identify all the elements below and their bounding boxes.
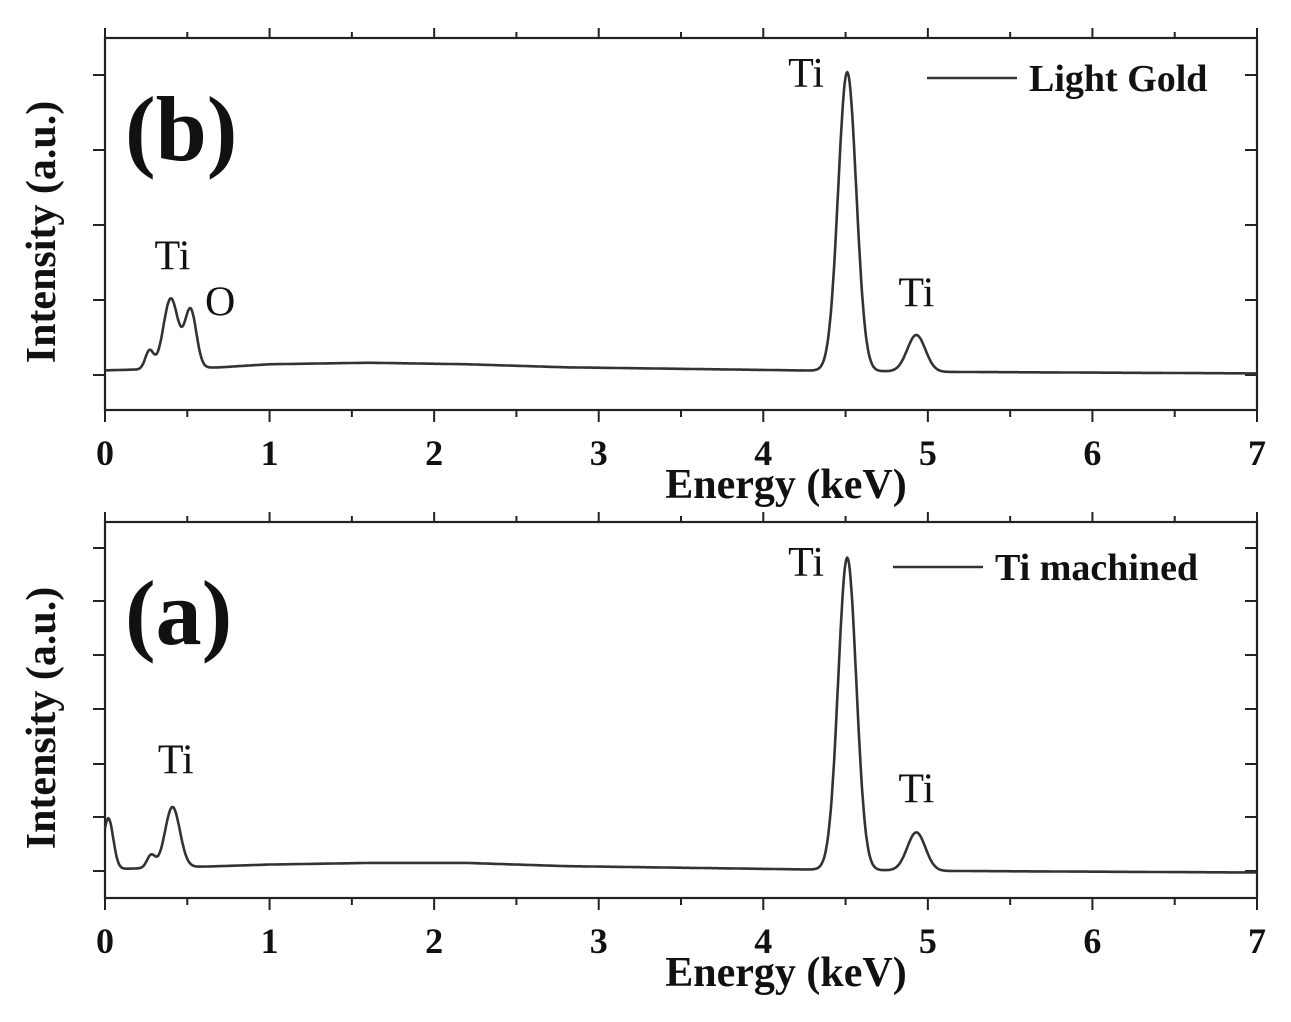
x-tick-label: 1 — [261, 921, 279, 961]
x-tick-label: 5 — [919, 433, 937, 473]
x-tick-label: 7 — [1248, 433, 1266, 473]
x-tick-label: 0 — [96, 433, 114, 473]
spectrum-line-light-gold — [104, 70, 1258, 375]
chart-panel-a: 0 1 2 3 4 5 6 7 Energy (keV) Intensity (a.u.) (a) T… — [19, 512, 1266, 996]
spectrum-line-ti-machined — [103, 556, 1258, 874]
x-tick-label: 3 — [590, 921, 608, 961]
x-tick-label: 0 — [96, 921, 114, 961]
panel-label: (a) — [125, 562, 232, 664]
peak-label: Ti — [898, 270, 934, 316]
x-tick-label: 4 — [754, 433, 772, 473]
x-tick-label: 2 — [425, 433, 443, 473]
peak-label: Ti — [898, 766, 934, 812]
x-tick-label: 7 — [1248, 921, 1266, 961]
x-tick-label: 4 — [754, 921, 772, 961]
x-tick-label: 2 — [425, 921, 443, 961]
x-tick-label: 3 — [590, 433, 608, 473]
x-tick-label: 1 — [261, 433, 279, 473]
peak-label: Ti — [788, 540, 824, 586]
peak-label: Ti — [158, 738, 194, 784]
x-axis-title: Energy (keV) — [665, 462, 906, 508]
panel-label: (b) — [125, 78, 237, 180]
chart-panel-b: 0 1 2 3 4 5 6 7 Energy (keV) Intensity (a.u.) (b) L… — [19, 28, 1266, 508]
y-axis-title: Intensity (a.u.) — [19, 587, 65, 850]
legend-label: Light Gold — [1029, 58, 1207, 100]
peak-label: O — [205, 279, 235, 325]
x-tick-label: 6 — [1083, 433, 1101, 473]
x-axis-title: Energy (keV) — [665, 950, 906, 996]
x-tick-label: 5 — [919, 921, 937, 961]
legend-label: Ti machined — [995, 547, 1198, 589]
peak-label: Ti — [155, 234, 191, 280]
peak-label: Ti — [788, 51, 824, 97]
y-axis-title: Intensity (a.u.) — [19, 101, 65, 364]
x-tick-label: 6 — [1083, 921, 1101, 961]
